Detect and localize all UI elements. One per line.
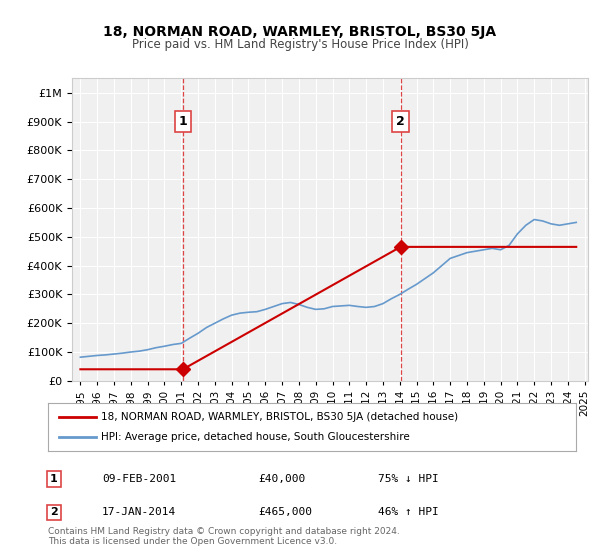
- Text: 46% ↑ HPI: 46% ↑ HPI: [378, 507, 439, 517]
- Text: 75% ↓ HPI: 75% ↓ HPI: [378, 474, 439, 484]
- Text: 17-JAN-2014: 17-JAN-2014: [102, 507, 176, 517]
- Text: £465,000: £465,000: [258, 507, 312, 517]
- Text: Price paid vs. HM Land Registry's House Price Index (HPI): Price paid vs. HM Land Registry's House …: [131, 38, 469, 51]
- Text: 1: 1: [50, 474, 58, 484]
- Text: 2: 2: [50, 507, 58, 517]
- Text: 09-FEB-2001: 09-FEB-2001: [102, 474, 176, 484]
- Text: 18, NORMAN ROAD, WARMLEY, BRISTOL, BS30 5JA: 18, NORMAN ROAD, WARMLEY, BRISTOL, BS30 …: [103, 25, 497, 39]
- Text: HPI: Average price, detached house, South Gloucestershire: HPI: Average price, detached house, Sout…: [101, 432, 410, 442]
- Text: £40,000: £40,000: [258, 474, 305, 484]
- Text: Contains HM Land Registry data © Crown copyright and database right 2024.
This d: Contains HM Land Registry data © Crown c…: [48, 526, 400, 546]
- Text: 1: 1: [179, 115, 187, 128]
- Text: 18, NORMAN ROAD, WARMLEY, BRISTOL, BS30 5JA (detached house): 18, NORMAN ROAD, WARMLEY, BRISTOL, BS30 …: [101, 412, 458, 422]
- Text: 2: 2: [396, 115, 405, 128]
